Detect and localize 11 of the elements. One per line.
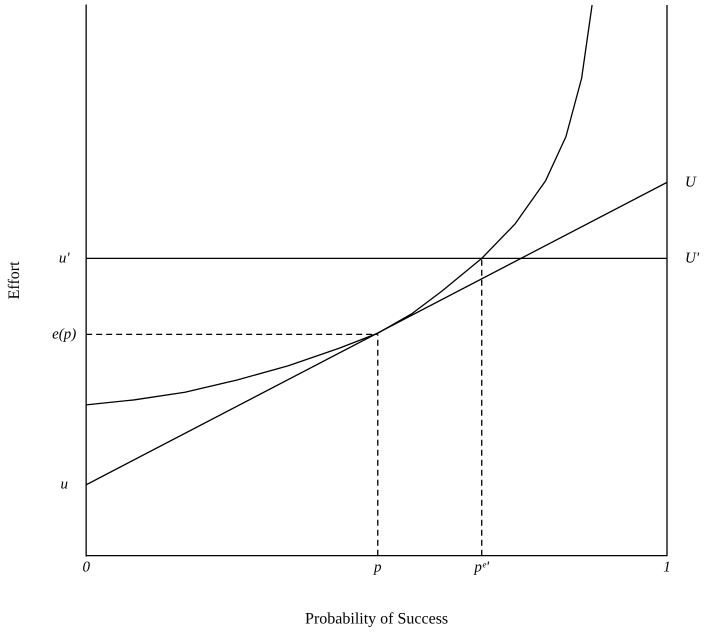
x-tick-label: p xyxy=(373,560,382,576)
text: u xyxy=(60,476,68,493)
x-tick-label: 1 xyxy=(663,560,671,576)
x-axis-title: Probability of Success xyxy=(305,610,448,628)
text: u' xyxy=(58,250,70,266)
x-tick-label: 0 xyxy=(82,560,90,576)
x-tick-label: pᵉ' xyxy=(473,560,490,576)
y-axis-title: Effort xyxy=(6,260,23,300)
text: e(p) xyxy=(52,326,76,342)
series-label: U xyxy=(685,174,697,190)
series-label: U' xyxy=(685,250,700,266)
